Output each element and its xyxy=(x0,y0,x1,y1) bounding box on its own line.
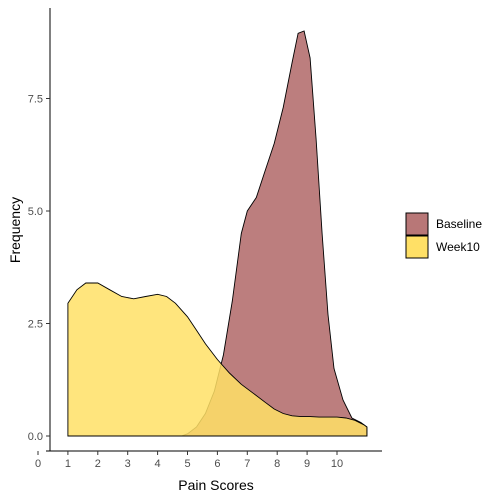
y-axis-title: Frequency xyxy=(7,197,23,263)
x-axis-title: Pain Scores xyxy=(178,477,253,493)
x-tick-label: 1 xyxy=(65,458,71,470)
x-tick-label: 3 xyxy=(125,458,131,470)
legend-key-baseline xyxy=(405,212,429,236)
legend-label-week10: Week10 xyxy=(436,240,480,254)
legend-label-baseline: Baseline xyxy=(436,217,482,231)
y-tick-label: 5.0 xyxy=(28,206,43,218)
axes xyxy=(46,8,382,452)
y-tick-label: 2.5 xyxy=(28,319,43,331)
x-tick-label: 7 xyxy=(244,458,250,470)
x-tick-label: 10 xyxy=(331,458,343,470)
y-tick-label: 7.5 xyxy=(28,94,43,106)
x-tick-label: 9 xyxy=(304,458,310,470)
x-ticks: 0 1 2 3 4 5 6 7 8 9 10 xyxy=(35,451,343,470)
x-tick-label: 4 xyxy=(155,458,161,470)
legend: Baseline Week10 xyxy=(405,212,482,259)
x-tick-label: 2 xyxy=(95,458,101,470)
x-tick-label: 8 xyxy=(274,458,280,470)
density-area-week10 xyxy=(67,282,368,437)
x-tick-label: 5 xyxy=(184,458,190,470)
legend-key-week10 xyxy=(405,235,429,259)
x-tick-label: 6 xyxy=(214,458,220,470)
plot-areas xyxy=(67,30,368,437)
y-tick-label: 0.0 xyxy=(28,431,43,443)
y-ticks: 0.0 2.5 5.0 7.5 xyxy=(28,94,50,443)
x-tick-label: 0 xyxy=(35,458,41,470)
